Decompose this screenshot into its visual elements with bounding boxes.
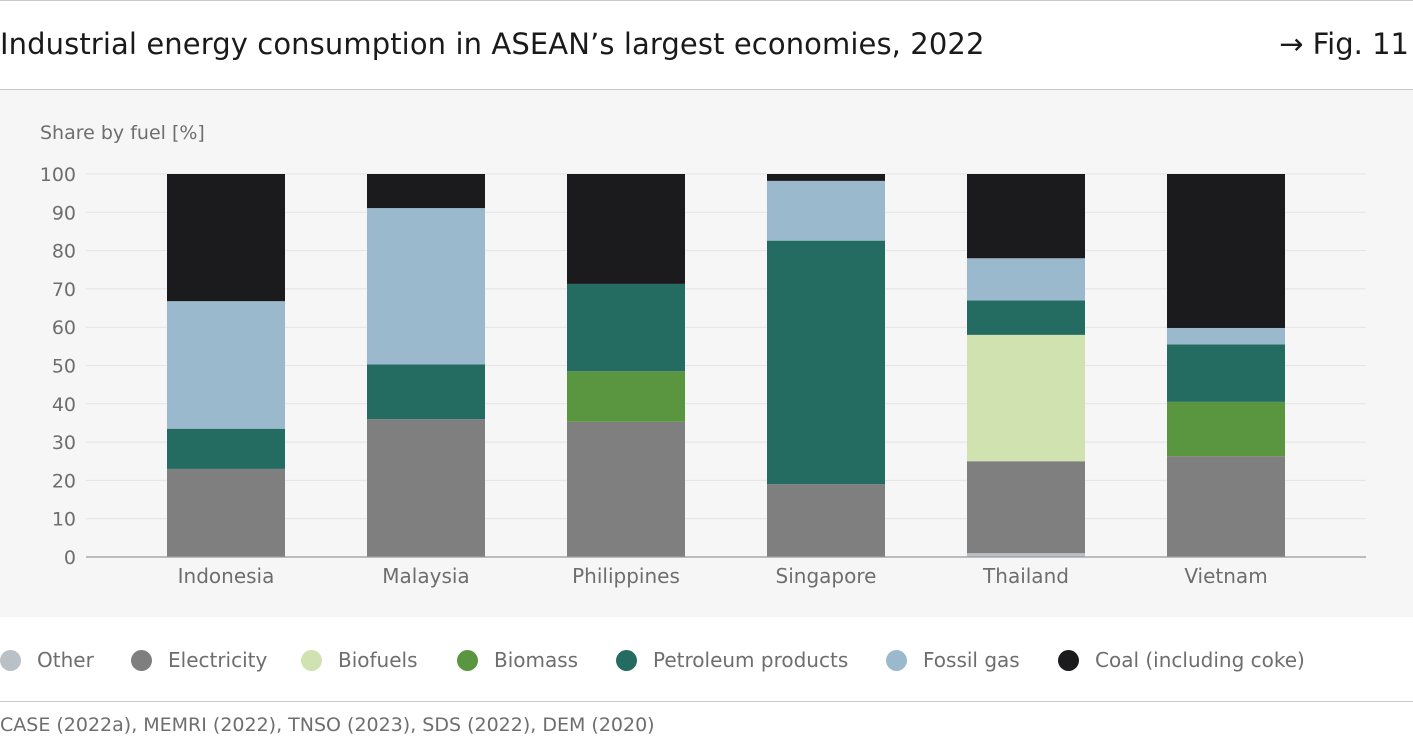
bar-segment-singapore-coal-including-coke bbox=[767, 174, 885, 181]
legend-swatch bbox=[301, 649, 322, 671]
chart-panel: Share by fuel [%] 0 10 20 30 40 50 60 70 80 90 100 I… bbox=[0, 90, 1413, 617]
bar-segment-malaysia-coal-including-coke bbox=[367, 174, 485, 209]
legend-swatch bbox=[0, 649, 21, 671]
y-tick-label: 70 bbox=[52, 279, 76, 301]
bar-segment-indonesia-fossil-gas bbox=[167, 301, 285, 429]
legend-label: Biofuels bbox=[338, 648, 418, 672]
bar-segment-vietnam-biomass bbox=[1167, 401, 1285, 457]
bar-segment-thailand-petroleum-products bbox=[967, 300, 1085, 335]
bar-segment-thailand-fossil-gas bbox=[967, 258, 1085, 301]
legend-label: Coal (including coke) bbox=[1095, 648, 1305, 672]
bar-segment-singapore-petroleum-products bbox=[767, 240, 885, 485]
y-tick-label: 30 bbox=[52, 432, 76, 454]
bar-segment-singapore-fossil-gas bbox=[767, 180, 885, 241]
bar-segment-malaysia-petroleum-products bbox=[367, 364, 485, 420]
bar-segment-thailand-electricity bbox=[967, 461, 1085, 554]
bar-segment-vietnam-fossil-gas bbox=[1167, 327, 1285, 345]
legend-item-coal-including-coke: Coal (including coke) bbox=[1058, 648, 1305, 672]
y-tick-label: 80 bbox=[52, 241, 76, 263]
legend-label: Electricity bbox=[168, 648, 268, 672]
legend-item-other: Other bbox=[0, 648, 94, 672]
x-tick-label: Thailand bbox=[982, 564, 1069, 588]
x-tick-label: Malaysia bbox=[382, 564, 469, 588]
y-axis-label: Share by fuel [%] bbox=[40, 122, 205, 144]
legend-item-biomass: Biomass bbox=[457, 648, 578, 672]
bar-segment-indonesia-electricity bbox=[167, 468, 285, 557]
y-tick-label: 40 bbox=[52, 394, 76, 416]
footer-rule bbox=[0, 701, 1413, 702]
bar-segment-vietnam-electricity bbox=[1167, 456, 1285, 557]
legend-label: Petroleum products bbox=[653, 648, 849, 672]
bar-segment-thailand-other bbox=[967, 553, 1085, 557]
legend-item-petroleum-products: Petroleum products bbox=[616, 648, 848, 672]
legend-swatch bbox=[131, 649, 152, 671]
bar-segment-thailand-coal-including-coke bbox=[967, 174, 1085, 259]
legend-item-biofuels: Biofuels bbox=[301, 648, 418, 672]
legend-label: Biomass bbox=[494, 648, 579, 672]
legend-swatch bbox=[616, 649, 637, 671]
stacked-bar-chart: Share by fuel [%] 0 10 20 30 40 50 60 70 80 90 100 I… bbox=[40, 122, 1366, 588]
y-tick-label: 90 bbox=[52, 202, 76, 224]
y-tick-label: 10 bbox=[52, 509, 76, 531]
x-tick-label: Philippines bbox=[572, 564, 680, 588]
page-title: Industrial energy consumption in ASEAN’s… bbox=[0, 27, 985, 61]
x-tick-label: Vietnam bbox=[1184, 564, 1267, 588]
legend-label: Fossil gas bbox=[923, 648, 1020, 672]
legend-label: Other bbox=[37, 648, 94, 672]
y-tick-label: 0 bbox=[64, 547, 76, 569]
source-note: CASE (2022a), MEMRI (2022), TNSO (2023),… bbox=[0, 714, 655, 736]
legend-item-fossil-gas: Fossil gas bbox=[886, 648, 1020, 672]
bar-segment-malaysia-fossil-gas bbox=[367, 208, 485, 365]
bar-segment-philippines-electricity bbox=[567, 421, 685, 557]
y-tick-label: 60 bbox=[52, 317, 76, 339]
bar-segment-indonesia-petroleum-products bbox=[167, 428, 285, 469]
figure-reference[interactable]: → Fig. 11 bbox=[1279, 27, 1409, 61]
bar-segment-philippines-petroleum-products bbox=[567, 283, 685, 372]
legend-item-electricity: Electricity bbox=[131, 648, 267, 672]
bar-segment-malaysia-electricity bbox=[367, 419, 485, 557]
top-rule bbox=[0, 0, 1413, 1]
x-tick-label: Indonesia bbox=[178, 564, 275, 588]
chart-legend: Other Electricity Biofuels Biomass Petroleum… bbox=[0, 648, 1413, 678]
y-tick-label: 100 bbox=[40, 164, 76, 186]
y-tick-label: 20 bbox=[52, 470, 76, 492]
bar-segment-vietnam-coal-including-coke bbox=[1167, 174, 1285, 328]
bar-segment-indonesia-coal-including-coke bbox=[167, 174, 285, 302]
bar-segment-philippines-biomass bbox=[567, 371, 685, 422]
bar-segment-philippines-coal-including-coke bbox=[567, 174, 685, 284]
legend-swatch bbox=[1058, 649, 1079, 671]
bar-segment-singapore-electricity bbox=[767, 484, 885, 557]
y-tick-label: 50 bbox=[52, 356, 76, 378]
bar-segment-vietnam-petroleum-products bbox=[1167, 344, 1285, 402]
header-rule bbox=[0, 89, 1413, 90]
legend-swatch bbox=[457, 649, 478, 671]
legend-swatch bbox=[886, 649, 907, 671]
bar-segment-thailand-biofuels bbox=[967, 334, 1085, 462]
x-tick-label: Singapore bbox=[776, 564, 877, 588]
